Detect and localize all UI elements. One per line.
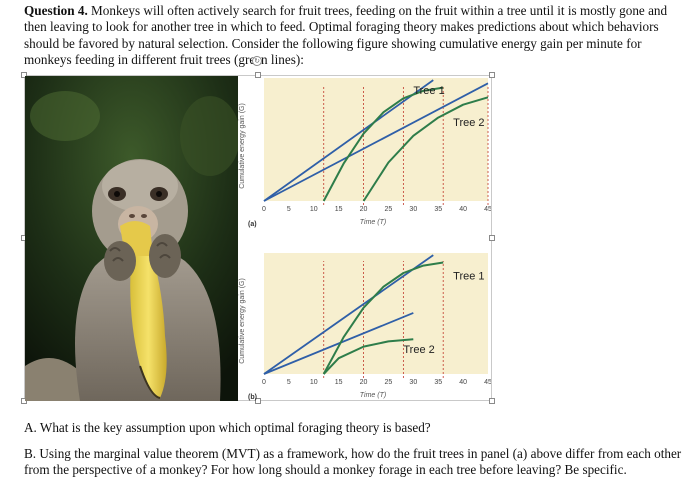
panel-b-rate-line-1: [263, 312, 414, 375]
panel-a-gain-curve-1: [322, 86, 444, 202]
panel-b-x-tick-40: 40: [459, 379, 467, 386]
panel-a-label: (a): [248, 221, 257, 228]
panel-b-x-tick-30: 30: [409, 379, 417, 386]
question-a: A. What is the key assumption upon which…: [24, 420, 431, 435]
question-body: Monkeys will often actively search for f…: [24, 3, 668, 68]
panel-b-x-tick-0: 0: [262, 379, 266, 386]
rotate-handle-icon[interactable]: ↻: [252, 56, 262, 66]
resize-handle-top-middle[interactable]: [255, 72, 261, 78]
panel-a-x-tick-5: 5: [287, 206, 291, 213]
ylabel-b-text: Cumulative energy gain (G): [239, 278, 246, 364]
panel-a-tree-label-1: Tree 1: [413, 85, 444, 97]
xlabel-b: Time (T): [360, 392, 386, 399]
panel-a-x-tick-35: 35: [434, 206, 442, 213]
panel-b-x-tick-10: 10: [310, 379, 318, 386]
panel-a-gain-curve-2: [362, 96, 489, 202]
ylabel-a-text: Cumulative energy gain (G): [239, 103, 246, 189]
panel-b-tree-label-1: Tree 1: [453, 270, 484, 282]
resize-handle-top-right[interactable]: [489, 72, 495, 78]
resize-handle-bottom-middle[interactable]: [255, 398, 261, 404]
panel-a-x-tick-0: 0: [262, 206, 266, 213]
panel-b-x-tick-20: 20: [360, 379, 368, 386]
question-b: B. Using the marginal value theorem (MVT…: [24, 446, 682, 478]
panel-a-x-tick-10: 10: [310, 206, 318, 213]
panel-b-plot-area: [264, 253, 488, 374]
panel-b-x-tick-5: 5: [287, 379, 291, 386]
monkey-eating-banana-photo: [25, 76, 238, 401]
panel-a-x-tick-15: 15: [335, 206, 343, 213]
resize-handle-top-left[interactable]: [21, 72, 27, 78]
panel-b-x-tick-25: 25: [385, 379, 393, 386]
panel-b: Tree 1 Tree 2 0 5 10 15 20 25 30 35 40 45: [262, 253, 491, 386]
panel-b-rate-line-0: [263, 254, 434, 375]
panel-a-rate-line-1: [263, 82, 489, 202]
panel-b-tree-label-2: Tree 2: [403, 344, 434, 356]
xlabel-a: Time (T): [360, 219, 386, 226]
panel-a-rate-line-0: [263, 79, 434, 202]
panel-b-x-tick-15: 15: [335, 379, 343, 386]
energy-gain-figure: Cumulative energy gain (G) Cumulative en…: [239, 78, 491, 401]
panel-a-x-tick-20: 20: [360, 206, 368, 213]
panel-b-x-tick-35: 35: [434, 379, 442, 386]
resize-handle-bottom-left[interactable]: [21, 398, 27, 404]
panel-b-gain-curve-1: [322, 261, 444, 375]
question-number: Question 4.: [24, 3, 88, 18]
ylabel-b: Cumulative energy gain (G): [239, 278, 246, 364]
panel-b-label: (b): [248, 394, 257, 401]
resize-handle-middle-right[interactable]: [489, 235, 495, 241]
ylabel-a: Cumulative energy gain (G): [239, 103, 246, 189]
panel-a-tree-label-2: Tree 2: [453, 117, 484, 129]
panel-b-x-tick-45: 45: [484, 379, 491, 386]
panel-a-x-tick-25: 25: [385, 206, 393, 213]
panel-b-gain-curve-2: [322, 338, 414, 375]
question-text: Question 4. Monkeys will often actively …: [24, 3, 684, 69]
panel-a-x-tick-45: 45: [484, 206, 491, 213]
panel-a-x-tick-30: 30: [409, 206, 417, 213]
resize-handle-bottom-right[interactable]: [489, 398, 495, 404]
panel-a-x-tick-40: 40: [459, 206, 467, 213]
panel-a: Tree 1 Tree 2 0 5 10 15 20 25 30 35 40 45: [262, 78, 491, 213]
